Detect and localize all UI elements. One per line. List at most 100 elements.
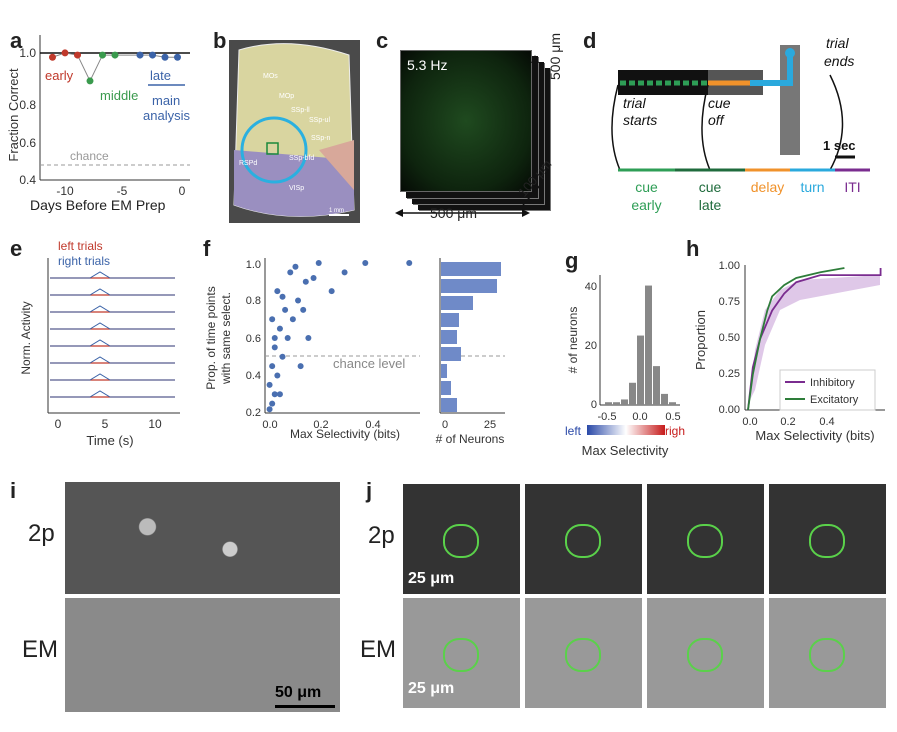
g-ytick: 0 xyxy=(591,399,597,411)
f-hist-bar xyxy=(441,398,457,412)
d-phase-label-2: late xyxy=(699,197,722,213)
panel-label-b: b xyxy=(213,28,227,53)
f-point xyxy=(315,260,322,266)
f-hist-bar xyxy=(441,313,459,327)
d-trial-ends-1: trial xyxy=(826,35,849,51)
panel-c-dims xyxy=(395,55,543,217)
h-ci-band xyxy=(750,275,880,400)
g-bar xyxy=(669,402,676,405)
f-point xyxy=(279,293,286,300)
j-cell-outline xyxy=(809,524,845,558)
h-ylabel: Proportion xyxy=(693,310,708,370)
g-bar xyxy=(621,399,628,405)
a-line xyxy=(52,52,178,83)
f-point xyxy=(300,306,307,313)
e-xlabel: Time (s) xyxy=(86,433,133,448)
h-xlabel: Max Selectivity (bits) xyxy=(755,428,874,443)
c-rate-label: 5.3 Hz xyxy=(407,57,448,73)
g-colorbar xyxy=(587,425,665,435)
g-bar xyxy=(613,402,620,405)
panel-h-cdf: 0.00 0.25 0.50 0.75 1.00 0.0 0.2 0.4 Pro… xyxy=(693,260,885,443)
e-xtick: 5 xyxy=(102,417,109,431)
d-phase-label: delay xyxy=(751,179,784,195)
i-bottom-label: EM xyxy=(22,636,58,663)
two-photon-frame xyxy=(401,51,531,191)
f-point xyxy=(271,391,278,398)
j-em-tile xyxy=(403,598,520,708)
a-early-label: early xyxy=(45,68,74,83)
f-points-group xyxy=(266,260,413,413)
j-bottom-label: EM xyxy=(360,636,396,663)
f-ytick: 0.4 xyxy=(246,370,261,382)
panel-label-c: c xyxy=(376,28,389,53)
a-ytick: 1.0 xyxy=(19,46,36,60)
a-analysis-label: analysis xyxy=(143,108,190,123)
g-xtick: 0.5 xyxy=(665,411,680,423)
g-xtick: 0.0 xyxy=(632,411,647,423)
turn-path xyxy=(750,55,793,86)
f-point xyxy=(302,278,309,285)
f-hist-bar xyxy=(441,364,447,378)
h-ytick: 0.50 xyxy=(719,332,740,344)
panel-e-traces: left trials right trials Norm. Activity … xyxy=(19,239,180,448)
e-traces-group xyxy=(50,271,175,398)
h-ytick: 0.00 xyxy=(719,404,740,416)
f-point xyxy=(287,269,294,276)
g-xtick: -0.5 xyxy=(598,411,617,423)
f-hist-bar xyxy=(441,262,501,276)
g-bar xyxy=(629,382,636,405)
f-point xyxy=(274,372,281,379)
g-right-label: right xyxy=(665,424,685,438)
e-right-trace xyxy=(50,305,175,313)
visual-area xyxy=(234,150,354,217)
h-ytick: 0.25 xyxy=(719,368,740,380)
f-point xyxy=(295,297,302,304)
h-ytick: 0.75 xyxy=(719,296,740,308)
region-label: SSp-n xyxy=(311,135,331,142)
region-label: MOp xyxy=(279,93,294,100)
a-xlabel: Days Before EM Prep xyxy=(30,197,166,213)
f-point xyxy=(328,288,335,295)
f-ytick: 0.8 xyxy=(246,295,261,307)
panel-label-d: d xyxy=(583,28,597,53)
a-point xyxy=(111,51,119,59)
h-legend-excit: Excitatory xyxy=(810,394,859,406)
a-point xyxy=(61,49,69,57)
f-point xyxy=(282,306,289,313)
a-xtick: -5 xyxy=(117,184,128,198)
f-ylabel-1: Prop. of time points xyxy=(205,286,218,389)
g-bars-group xyxy=(605,285,676,405)
i-top-label: 2p xyxy=(28,520,55,547)
f-hist-group xyxy=(441,262,501,412)
g-ytick: 20 xyxy=(585,340,597,352)
f-point xyxy=(310,275,317,281)
d-phase-label-2: early xyxy=(631,197,661,213)
d-cue-off-1: cue xyxy=(708,95,731,111)
d-phase-label: turn xyxy=(800,179,824,195)
f-point xyxy=(305,335,312,341)
f-point xyxy=(276,325,283,332)
g-bar xyxy=(661,393,668,405)
f-point xyxy=(269,363,276,370)
f-hist-bar xyxy=(441,381,451,395)
f-point xyxy=(271,344,278,351)
f-point xyxy=(406,260,413,266)
j-scale-label-top: 25 μm xyxy=(408,570,455,587)
auditory-area xyxy=(319,140,354,190)
j-2p-tile xyxy=(525,484,642,594)
a-ytick: 0.6 xyxy=(19,136,36,150)
i-em-image xyxy=(65,598,340,712)
f-point xyxy=(266,381,273,388)
h-lines-group xyxy=(747,267,882,411)
f-ylabel-2: with same select. xyxy=(219,292,233,385)
f-hist-bar xyxy=(441,347,461,361)
a-point xyxy=(86,77,94,85)
g-xlabel: Max Selectivity xyxy=(582,443,669,458)
g-bar xyxy=(645,285,652,405)
a-chance-label: chance xyxy=(70,149,109,163)
g-bar xyxy=(653,366,660,405)
c-depth-label: 500 μm xyxy=(547,33,563,80)
panel-label-h: h xyxy=(686,236,700,261)
reward-drop xyxy=(785,48,795,58)
region-label: SSp-bfd xyxy=(289,155,314,162)
